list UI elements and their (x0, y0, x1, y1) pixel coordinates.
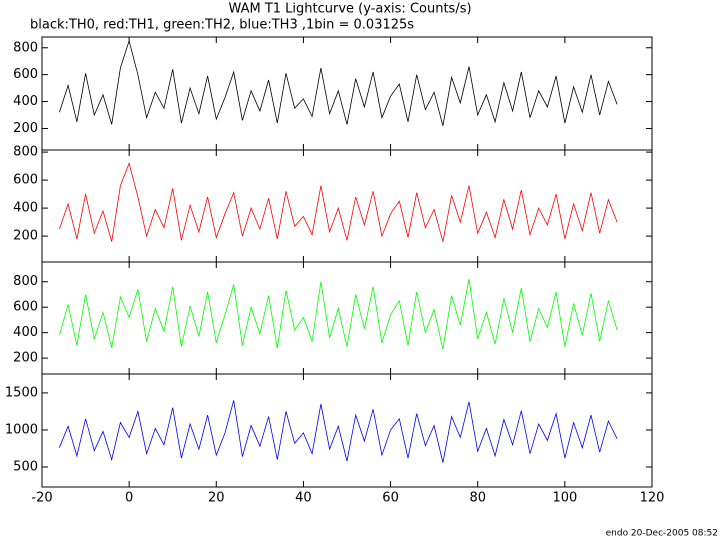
panel-frame (41, 149, 653, 263)
y-tick-label: 600 (13, 67, 38, 82)
x-tick-label: 60 (382, 491, 399, 506)
panel-frame (41, 373, 653, 488)
chart-title: WAM T1 Lightcurve (y-axis: Counts/s) (228, 2, 471, 17)
x-tick-label: 80 (469, 491, 486, 506)
x-tick-label: 0 (125, 491, 133, 506)
x-tick-label: 100 (552, 491, 577, 506)
y-tick-label: 600 (13, 300, 38, 315)
panel-frame (41, 36, 653, 151)
x-tick-label: 20 (208, 491, 225, 506)
chart-subtitle: black:TH0, red:TH1, green:TH2, blue:TH3 … (30, 18, 414, 33)
y-tick-label: 400 (13, 94, 38, 109)
y-tick-label: 800 (13, 145, 38, 160)
y-tick-label: 800 (13, 40, 38, 55)
y-tick-label: 800 (13, 274, 38, 289)
x-tick-label: -20 (31, 491, 52, 506)
y-tick-label: 200 (13, 229, 38, 244)
y-tick-label: 1000 (5, 422, 38, 437)
y-tick-label: 400 (13, 201, 38, 216)
x-tick-label: 40 (295, 491, 312, 506)
series-line (59, 400, 618, 463)
series-line (59, 279, 618, 350)
y-tick-label: 200 (13, 351, 38, 366)
series-line (59, 162, 618, 242)
x-tick-label: 120 (640, 491, 665, 506)
y-tick-label: 400 (13, 325, 38, 340)
footer: endo 20-Dec-2005 08:52 (606, 529, 718, 539)
y-tick-label: 1500 (5, 385, 38, 400)
y-tick-label: 500 (13, 459, 38, 474)
y-tick-label: 200 (13, 121, 38, 136)
y-tick-label: 600 (13, 173, 38, 188)
series-line (59, 39, 618, 126)
